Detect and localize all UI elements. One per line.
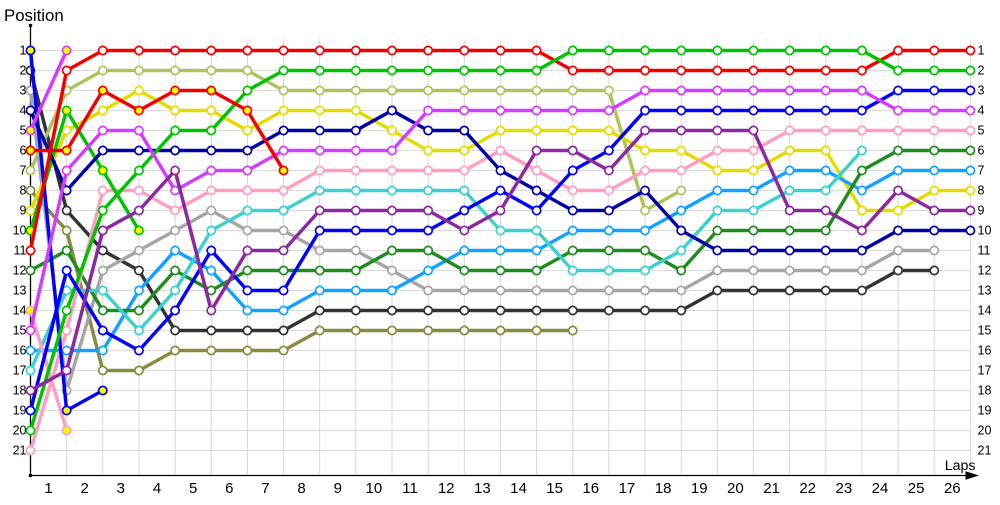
svg-text:1: 1 xyxy=(20,44,27,58)
svg-text:8: 8 xyxy=(297,480,305,497)
svg-text:18: 18 xyxy=(978,384,992,398)
svg-text:14: 14 xyxy=(13,304,27,318)
svg-text:18: 18 xyxy=(13,384,27,398)
svg-text:21: 21 xyxy=(13,444,27,458)
svg-text:Laps: Laps xyxy=(945,458,976,474)
svg-text:9: 9 xyxy=(334,480,342,497)
svg-text:9: 9 xyxy=(20,204,27,218)
svg-text:1: 1 xyxy=(44,480,52,497)
svg-text:5: 5 xyxy=(20,124,27,138)
svg-text:16: 16 xyxy=(582,480,599,497)
svg-text:12: 12 xyxy=(13,264,27,278)
svg-text:15: 15 xyxy=(13,324,27,338)
svg-text:4: 4 xyxy=(153,480,161,497)
svg-text:23: 23 xyxy=(836,480,853,497)
svg-text:20: 20 xyxy=(727,480,744,497)
svg-text:3: 3 xyxy=(117,480,125,497)
svg-text:7: 7 xyxy=(261,480,269,497)
svg-text:8: 8 xyxy=(978,184,985,198)
svg-text:6: 6 xyxy=(225,480,233,497)
svg-text:1: 1 xyxy=(978,44,985,58)
svg-text:14: 14 xyxy=(978,304,992,318)
svg-text:3: 3 xyxy=(978,84,985,98)
svg-text:19: 19 xyxy=(691,480,708,497)
svg-text:6: 6 xyxy=(20,144,27,158)
svg-text:4: 4 xyxy=(978,104,985,118)
svg-text:6: 6 xyxy=(978,144,985,158)
svg-text:26: 26 xyxy=(944,480,961,497)
svg-text:10: 10 xyxy=(13,224,27,238)
svg-text:17: 17 xyxy=(619,480,636,497)
svg-text:15: 15 xyxy=(546,480,563,497)
svg-text:5: 5 xyxy=(978,124,985,138)
svg-text:15: 15 xyxy=(978,324,992,338)
svg-text:13: 13 xyxy=(13,284,27,298)
svg-text:22: 22 xyxy=(799,480,816,497)
svg-text:2: 2 xyxy=(81,480,89,497)
svg-text:11: 11 xyxy=(14,244,27,258)
svg-text:3: 3 xyxy=(20,84,27,98)
svg-text:13: 13 xyxy=(474,480,491,497)
svg-text:21: 21 xyxy=(978,444,992,458)
svg-text:7: 7 xyxy=(20,164,27,178)
svg-text:10: 10 xyxy=(366,480,383,497)
svg-text:10: 10 xyxy=(978,224,992,238)
svg-text:8: 8 xyxy=(20,184,27,198)
svg-text:20: 20 xyxy=(978,424,992,438)
svg-text:17: 17 xyxy=(13,364,27,378)
svg-text:19: 19 xyxy=(978,404,992,418)
svg-text:16: 16 xyxy=(978,344,992,358)
svg-text:Position: Position xyxy=(4,6,64,25)
svg-text:5: 5 xyxy=(189,480,197,497)
svg-text:18: 18 xyxy=(655,480,672,497)
svg-text:7: 7 xyxy=(978,164,985,178)
svg-text:9: 9 xyxy=(978,204,985,218)
svg-text:2: 2 xyxy=(978,64,985,78)
svg-text:25: 25 xyxy=(908,480,925,497)
svg-text:12: 12 xyxy=(978,264,992,278)
svg-text:19: 19 xyxy=(13,404,27,418)
svg-text:14: 14 xyxy=(510,480,527,497)
svg-text:12: 12 xyxy=(438,480,455,497)
svg-text:2: 2 xyxy=(20,64,27,78)
svg-text:16: 16 xyxy=(13,344,27,358)
svg-text:13: 13 xyxy=(978,284,992,298)
svg-text:21: 21 xyxy=(763,480,780,497)
svg-text:4: 4 xyxy=(20,104,27,118)
svg-text:11: 11 xyxy=(978,244,991,258)
svg-text:24: 24 xyxy=(872,480,889,497)
svg-text:20: 20 xyxy=(13,424,27,438)
svg-text:11: 11 xyxy=(402,480,418,497)
svg-text:17: 17 xyxy=(978,364,992,378)
